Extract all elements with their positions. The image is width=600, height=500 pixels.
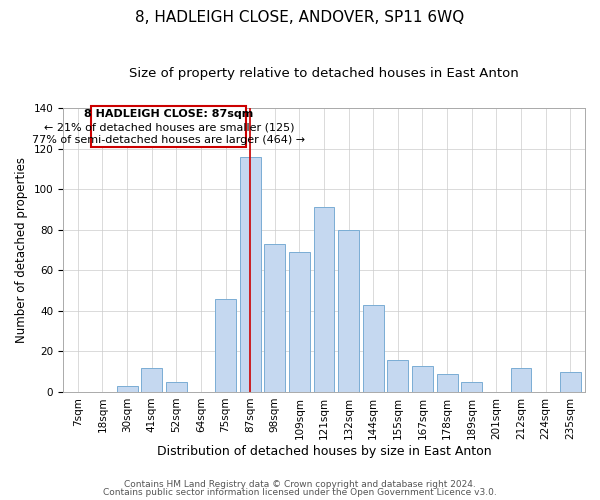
Bar bbox=[314, 208, 334, 392]
Bar bbox=[239, 156, 260, 392]
Y-axis label: Number of detached properties: Number of detached properties bbox=[15, 157, 28, 343]
Bar bbox=[166, 382, 187, 392]
Bar bbox=[265, 244, 285, 392]
Title: Size of property relative to detached houses in East Anton: Size of property relative to detached ho… bbox=[129, 68, 519, 80]
Bar bbox=[215, 298, 236, 392]
Bar bbox=[289, 252, 310, 392]
Bar bbox=[116, 386, 137, 392]
Bar bbox=[437, 374, 458, 392]
Bar bbox=[412, 366, 433, 392]
Text: 8 HADLEIGH CLOSE: 87sqm: 8 HADLEIGH CLOSE: 87sqm bbox=[84, 109, 254, 119]
Bar bbox=[461, 382, 482, 392]
Text: 77% of semi-detached houses are larger (464) →: 77% of semi-detached houses are larger (… bbox=[32, 136, 305, 145]
Bar bbox=[511, 368, 532, 392]
Text: 8, HADLEIGH CLOSE, ANDOVER, SP11 6WQ: 8, HADLEIGH CLOSE, ANDOVER, SP11 6WQ bbox=[136, 10, 464, 25]
X-axis label: Distribution of detached houses by size in East Anton: Distribution of detached houses by size … bbox=[157, 444, 491, 458]
Bar bbox=[141, 368, 162, 392]
Text: Contains public sector information licensed under the Open Government Licence v3: Contains public sector information licen… bbox=[103, 488, 497, 497]
Bar bbox=[560, 372, 581, 392]
FancyBboxPatch shape bbox=[91, 106, 247, 146]
Text: ← 21% of detached houses are smaller (125): ← 21% of detached houses are smaller (12… bbox=[44, 122, 294, 132]
Bar bbox=[338, 230, 359, 392]
Text: Contains HM Land Registry data © Crown copyright and database right 2024.: Contains HM Land Registry data © Crown c… bbox=[124, 480, 476, 489]
Bar bbox=[388, 360, 409, 392]
Bar bbox=[363, 305, 384, 392]
